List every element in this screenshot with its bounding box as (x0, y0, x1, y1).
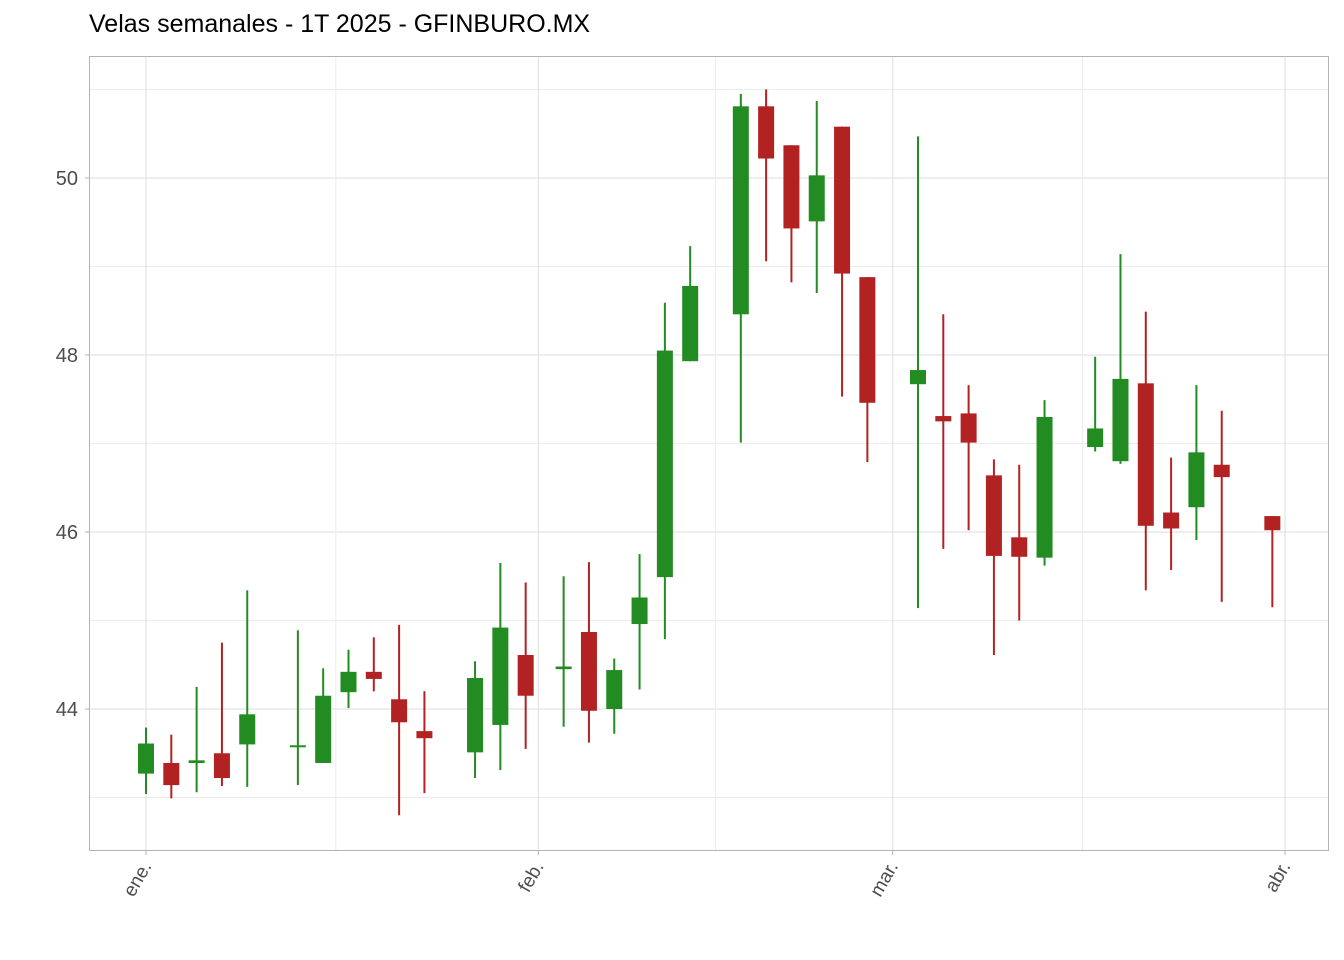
candle-body (492, 627, 509, 725)
candle (834, 126, 851, 397)
candle-body (315, 695, 332, 763)
candle (138, 727, 154, 794)
candle (1087, 356, 1104, 452)
candle-body (960, 413, 977, 443)
y-axis: 44 46 48 50 (56, 168, 90, 721)
x-tick-label: abr. (1261, 858, 1295, 896)
candle (289, 630, 306, 786)
y-tick-label: 44 (56, 699, 78, 721)
candle-body (808, 175, 825, 222)
candle-body (188, 760, 205, 763)
candle-body (1264, 516, 1281, 531)
candle-body (656, 350, 673, 578)
candle (163, 734, 180, 799)
candle (340, 649, 357, 709)
candle (517, 582, 534, 749)
candle (467, 661, 484, 779)
chart-title: Velas semanales - 1T 2025 - GFINBURO.MX (89, 10, 591, 38)
candle-body (682, 285, 699, 362)
candle (985, 459, 1002, 656)
candle (1112, 254, 1129, 464)
y-tick-label: 46 (56, 522, 78, 544)
candle (631, 554, 648, 690)
x-tick-label: ene. (120, 858, 157, 901)
candle (315, 668, 332, 763)
candle (1036, 400, 1053, 566)
candle-body (631, 597, 648, 625)
candle-body (935, 416, 952, 422)
candle (1011, 464, 1028, 621)
y-tick-label: 48 (56, 345, 78, 367)
candle-body (1163, 512, 1180, 529)
candle (213, 642, 230, 786)
candle (1213, 410, 1230, 602)
candle-body (365, 671, 382, 679)
candles (138, 89, 1281, 816)
x-axis: ene. feb. mar. abr. (120, 850, 1295, 901)
candle-body (239, 714, 256, 745)
candle-body (340, 671, 357, 693)
candle (1137, 311, 1154, 591)
candle (732, 93, 749, 443)
candle (758, 89, 775, 262)
candle (606, 658, 623, 734)
candle (935, 314, 952, 549)
y-tick-label: 50 (56, 168, 78, 190)
candle-body (1036, 416, 1053, 558)
candle-body (909, 370, 926, 385)
candle (682, 246, 699, 362)
candle-body (163, 762, 180, 786)
candle-body (1188, 452, 1205, 508)
candle-body (783, 145, 800, 229)
candle (909, 136, 926, 609)
candle (1163, 457, 1180, 571)
candle-body (606, 670, 623, 709)
candle-body (416, 731, 433, 739)
candle-body (732, 106, 749, 315)
candle-body (834, 126, 851, 274)
candle-body (517, 655, 534, 696)
candle (859, 277, 876, 463)
candle-body (1011, 537, 1028, 557)
candle-body (859, 277, 876, 403)
candle (580, 562, 597, 743)
candle-body (391, 699, 408, 723)
candle (391, 624, 408, 816)
candle (783, 145, 800, 283)
candle (808, 101, 825, 294)
candle (239, 590, 256, 787)
candle (492, 562, 509, 771)
candle (656, 302, 673, 640)
candle-body (1087, 428, 1104, 448)
candle (416, 691, 433, 794)
candle (188, 686, 205, 793)
candle (960, 385, 977, 531)
candle-body (758, 106, 775, 159)
x-tick-label: feb. (515, 858, 549, 896)
candle-body (985, 475, 1002, 556)
candle-body (289, 745, 306, 748)
candle (555, 576, 572, 727)
candle (365, 637, 382, 692)
candle-body (580, 632, 597, 711)
candle-body (555, 666, 572, 670)
candle-body (1213, 464, 1230, 478)
candle-body (138, 743, 154, 774)
candle-body (1112, 378, 1129, 462)
candle-body (1137, 383, 1154, 526)
candle (1264, 516, 1281, 608)
candle (1188, 385, 1205, 540)
candle-body (467, 678, 484, 753)
candle-body (213, 753, 230, 779)
x-tick-label: mar. (866, 858, 903, 901)
